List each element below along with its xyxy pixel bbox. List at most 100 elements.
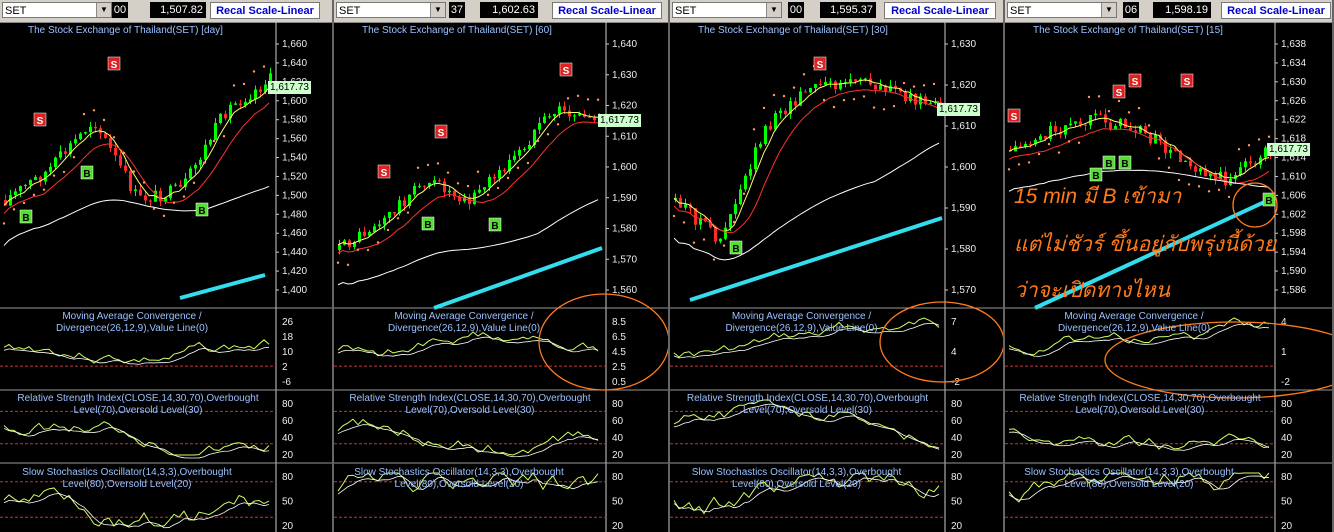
sell-signal-label: S <box>563 66 570 77</box>
sell-signal <box>1128 73 1142 88</box>
candle-body <box>214 123 217 140</box>
sto-line <box>337 472 599 493</box>
candle-body <box>1084 124 1087 126</box>
sar-dot <box>252 70 256 73</box>
chart-canvas[interactable]: 1,640 1,630 1,620 1,610 1,600 1,590 1,580 1,570… <box>334 0 668 532</box>
candle-body <box>1184 160 1187 163</box>
sar-dot <box>802 73 806 76</box>
sto-line <box>1008 472 1270 503</box>
candle-body <box>463 197 466 202</box>
candle-body <box>124 165 127 171</box>
field-price: 1,507.82 <box>150 2 206 18</box>
buy-signal <box>19 209 33 224</box>
candle-body <box>493 176 496 179</box>
chart-canvas[interactable]: 1,6601,6401,6201,6001,5801,5601,5401,520… <box>0 0 332 532</box>
buy-signal-label: B <box>424 220 431 231</box>
candle-body <box>478 189 481 193</box>
candle-body <box>378 224 381 227</box>
symbol-select[interactable]: SET ▼ <box>1007 2 1117 18</box>
symbol-select[interactable]: SET ▼ <box>672 2 782 18</box>
macd-tick-label: 1 <box>1281 347 1287 358</box>
highlight-circle <box>1104 321 1332 399</box>
chart-panel[interactable]: SET ▼ 37 1,602.63 Recal Scale-Linear The … <box>334 0 670 532</box>
sar-dot <box>566 97 570 100</box>
candle-body <box>413 185 416 195</box>
price-tick-label: 1,598 <box>1281 228 1306 239</box>
candle-body <box>1029 143 1032 145</box>
price-tick-label: 1,600 <box>282 96 307 107</box>
candle-body <box>438 180 441 182</box>
sar-dot <box>526 161 530 165</box>
chevron-down-icon[interactable]: ▼ <box>766 3 781 17</box>
price-tick-label: 1,630 <box>1281 77 1306 88</box>
chevron-down-icon[interactable]: ▼ <box>96 3 111 17</box>
candle-body <box>418 185 421 187</box>
price-tick-label: 1,460 <box>282 228 307 239</box>
sar-dot <box>1007 168 1011 171</box>
panel-toolbar: SET ▼ 00 1,507.82 Recal Scale-Linear <box>0 0 332 23</box>
sar-dot <box>1177 178 1181 182</box>
candle-body <box>799 91 802 106</box>
sell-signal <box>107 56 121 71</box>
candle-body <box>1174 149 1177 151</box>
candle-body <box>1164 140 1167 153</box>
recal-scale-button[interactable]: Recal Scale-Linear <box>1221 2 1331 19</box>
candle-body <box>1249 161 1252 164</box>
sar-dot <box>862 95 866 98</box>
sar-dot <box>1067 140 1071 143</box>
chart-panel[interactable]: SET ▼ 06 1,598.19 Recal Scale-Linear The … <box>1005 0 1334 532</box>
candle-body <box>423 185 426 187</box>
candle-body <box>483 187 486 190</box>
buy-signal <box>1118 155 1132 170</box>
sar-dot <box>1137 106 1141 110</box>
candle-body <box>74 139 77 144</box>
sell-signal <box>1112 84 1126 99</box>
sar-dot <box>366 248 370 252</box>
buy-signal-label: B <box>22 213 29 224</box>
symbol-select[interactable]: SET ▼ <box>2 2 112 18</box>
price-tick-label: 1,620 <box>612 101 637 112</box>
sar-dot <box>486 193 490 197</box>
candle-body <box>338 244 341 250</box>
recal-scale-button[interactable]: Recal Scale-Linear <box>884 2 996 19</box>
candle-body <box>528 144 531 149</box>
price-tick-label: 1,614 <box>1281 153 1306 164</box>
recal-scale-button[interactable]: Recal Scale-Linear <box>210 2 320 19</box>
chevron-down-icon[interactable]: ▼ <box>430 3 445 17</box>
candle-body <box>834 81 837 90</box>
candle-body <box>1049 126 1052 139</box>
candle-body <box>174 184 177 186</box>
rsi-tick-label: 40 <box>612 433 624 444</box>
price-tick-label: 1,626 <box>1281 96 1306 107</box>
chart-canvas[interactable]: 1,630 1,620 1,610 1,600 1,590 1,580 1,570 S B 7 4 -… <box>670 0 1003 532</box>
candle-body <box>69 143 72 154</box>
candle-body <box>879 85 882 90</box>
symbol-select[interactable]: SET ▼ <box>336 2 446 18</box>
macd-line <box>1008 317 1270 356</box>
chevron-down-icon[interactable]: ▼ <box>1101 3 1116 17</box>
chart-panel[interactable]: SET ▼ 00 1,507.82 Recal Scale-Linear The … <box>0 0 334 532</box>
candle-body <box>219 113 222 124</box>
sar-dot <box>262 65 266 68</box>
candle-body <box>1109 122 1112 130</box>
recal-scale-button[interactable]: Recal Scale-Linear <box>552 2 662 19</box>
price-tick-label: 1,594 <box>1281 247 1306 258</box>
field-price: 1,602.63 <box>480 2 538 18</box>
ema-line <box>337 121 599 254</box>
macd-tick-label: 4 <box>1281 317 1287 328</box>
rsi-tick-label: 20 <box>612 450 624 461</box>
chart-panel[interactable]: SET ▼ 00 1,595.37 Recal Scale-Linear The … <box>670 0 1005 532</box>
candle-body <box>94 126 97 129</box>
price-tick-label: 1,610 <box>951 121 976 132</box>
sar-dot <box>202 161 206 164</box>
chart-canvas[interactable]: 1,638 1,634 1,630 1,626 1,622 1,618 1,614 1,610… <box>1005 0 1332 532</box>
sto-tick-label: 80 <box>612 472 624 483</box>
candle-body <box>809 87 812 93</box>
candle-body <box>164 197 167 202</box>
candle-body <box>1224 171 1227 186</box>
chart-title: The Stock Exchange of Thailand(SET) [30] <box>698 25 888 36</box>
rsi-tick-label: 40 <box>282 433 294 444</box>
candle-body <box>1074 121 1077 124</box>
sto-tick-label: 80 <box>1281 472 1293 483</box>
candle-body <box>889 85 892 92</box>
